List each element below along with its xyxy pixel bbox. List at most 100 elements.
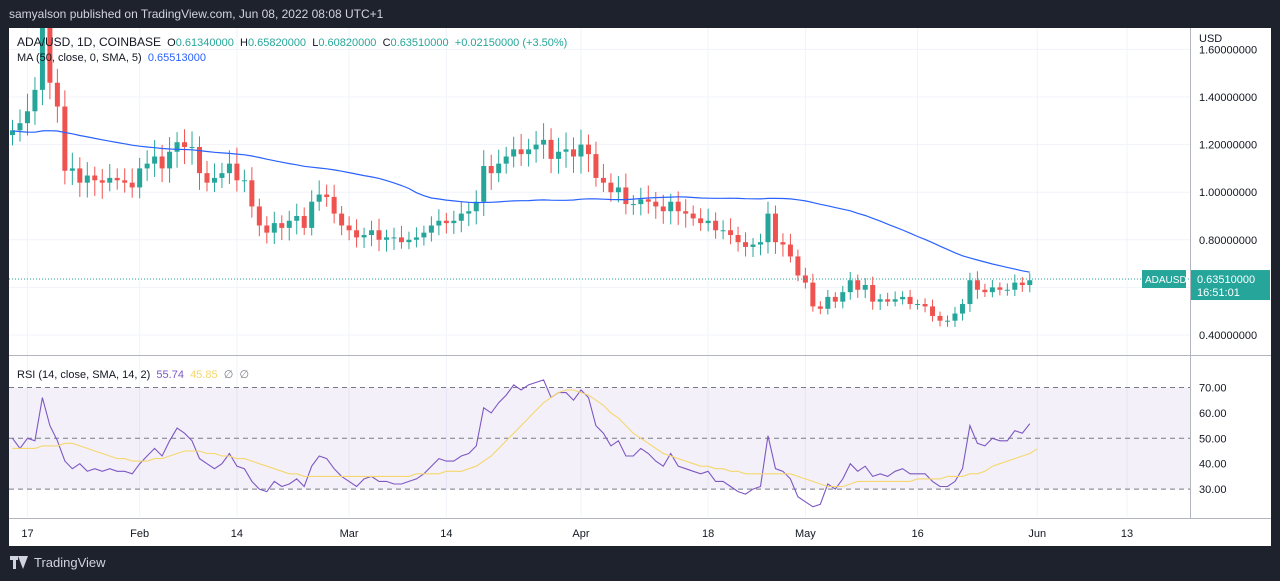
candle	[331, 196, 337, 214]
tradingview-logo-icon	[10, 555, 28, 570]
candle	[84, 175, 90, 183]
symbol-label[interactable]: ADA/USD, 1D, COINBASE	[17, 35, 162, 49]
candle	[772, 213, 778, 243]
candle	[346, 225, 352, 231]
candle	[129, 182, 135, 188]
candle	[615, 187, 621, 193]
candle	[832, 296, 838, 302]
candle	[39, 28, 45, 90]
candle	[563, 149, 569, 152]
candle	[211, 177, 217, 183]
last-price-symbol: ADAUSD	[1145, 275, 1187, 286]
candle	[556, 151, 562, 159]
candle	[159, 156, 165, 169]
candle	[548, 139, 554, 159]
candle	[234, 163, 240, 181]
candle	[256, 206, 262, 226]
tradingview-brand[interactable]: TradingView	[10, 555, 106, 570]
candle	[309, 201, 315, 228]
candle	[608, 182, 614, 193]
candle	[810, 282, 816, 307]
candle	[324, 194, 330, 197]
candle	[952, 313, 958, 321]
candle	[758, 242, 763, 245]
time-tick-label: 13	[1121, 528, 1133, 540]
ma-value: 0.65513000	[147, 52, 206, 64]
candle	[802, 275, 808, 283]
time-tick-label: 18	[702, 528, 714, 540]
candle	[428, 225, 434, 233]
time-tick-label: Jun	[1028, 528, 1046, 540]
candle	[645, 199, 651, 202]
candle	[698, 218, 704, 224]
chart-canvas[interactable]: 0.400000000.600000000.800000001.00000000…	[9, 28, 1271, 546]
rsi-ma-line	[12, 389, 1038, 488]
candle	[600, 177, 606, 183]
candle	[316, 194, 322, 202]
candle	[294, 215, 300, 221]
candle	[526, 149, 532, 155]
candle	[690, 213, 696, 219]
close-value: 0.63510000	[390, 37, 449, 49]
candle	[862, 284, 868, 290]
candle	[496, 163, 502, 174]
candle	[787, 244, 793, 257]
time-tick-label: 14	[231, 528, 243, 540]
candle	[451, 220, 457, 224]
candle	[391, 237, 397, 239]
candle	[481, 166, 487, 202]
candle	[398, 237, 404, 243]
publish-text: samyalson published on TradingView.com, …	[9, 7, 384, 21]
time-tick-label: Mar	[340, 528, 359, 540]
candle	[533, 144, 539, 150]
candle	[571, 149, 576, 157]
time-tick-label: 17	[21, 528, 33, 540]
candle	[907, 296, 913, 305]
candle	[271, 223, 277, 233]
rsi-legend[interactable]: RSI (14, close, SMA, 14, 2) 55.74 45.85 …	[17, 368, 249, 381]
null-value-2: ∅	[239, 369, 250, 381]
low-label: L	[312, 37, 319, 49]
candle	[54, 82, 60, 107]
candle	[959, 304, 965, 314]
candle	[847, 280, 853, 293]
low-value: 0.60820000	[318, 37, 377, 49]
candle	[47, 28, 53, 83]
candle	[99, 180, 105, 183]
high-label: H	[239, 37, 248, 49]
rsi-tick-label: 50.00	[1199, 433, 1227, 445]
candle	[361, 235, 367, 238]
candle	[877, 299, 883, 302]
candle	[638, 199, 644, 205]
candle	[900, 296, 906, 300]
candle	[765, 213, 771, 243]
candle	[114, 177, 120, 181]
candle	[421, 232, 427, 238]
rsi-tick-label: 60.00	[1199, 408, 1227, 420]
candle	[974, 280, 980, 290]
candle	[339, 213, 345, 226]
candle	[982, 289, 988, 293]
candle	[69, 168, 75, 171]
candle	[720, 230, 726, 232]
candle	[62, 106, 68, 171]
candle	[653, 201, 659, 207]
price-tick-label: 1.40000000	[1199, 92, 1257, 104]
candle	[10, 130, 15, 136]
candle	[743, 242, 749, 247]
candle	[466, 211, 472, 214]
last-price-badge	[1191, 270, 1270, 301]
candle	[735, 235, 741, 243]
time-tick-label: 16	[911, 528, 923, 540]
candle	[518, 149, 524, 155]
time-tick-label: 14	[440, 528, 452, 540]
candle	[503, 156, 509, 164]
candle	[301, 215, 307, 228]
rsi-ma-value: 45.85	[190, 369, 218, 381]
chart-panel[interactable]: 0.400000000.600000000.800000001.00000000…	[9, 28, 1271, 546]
candle	[728, 230, 734, 236]
ma-legend[interactable]: MA (50, close, 0, SMA, 5) 0.65513000	[17, 52, 206, 64]
open-value: 0.61340000	[175, 37, 234, 49]
candle	[1004, 289, 1010, 291]
candle	[249, 180, 255, 207]
